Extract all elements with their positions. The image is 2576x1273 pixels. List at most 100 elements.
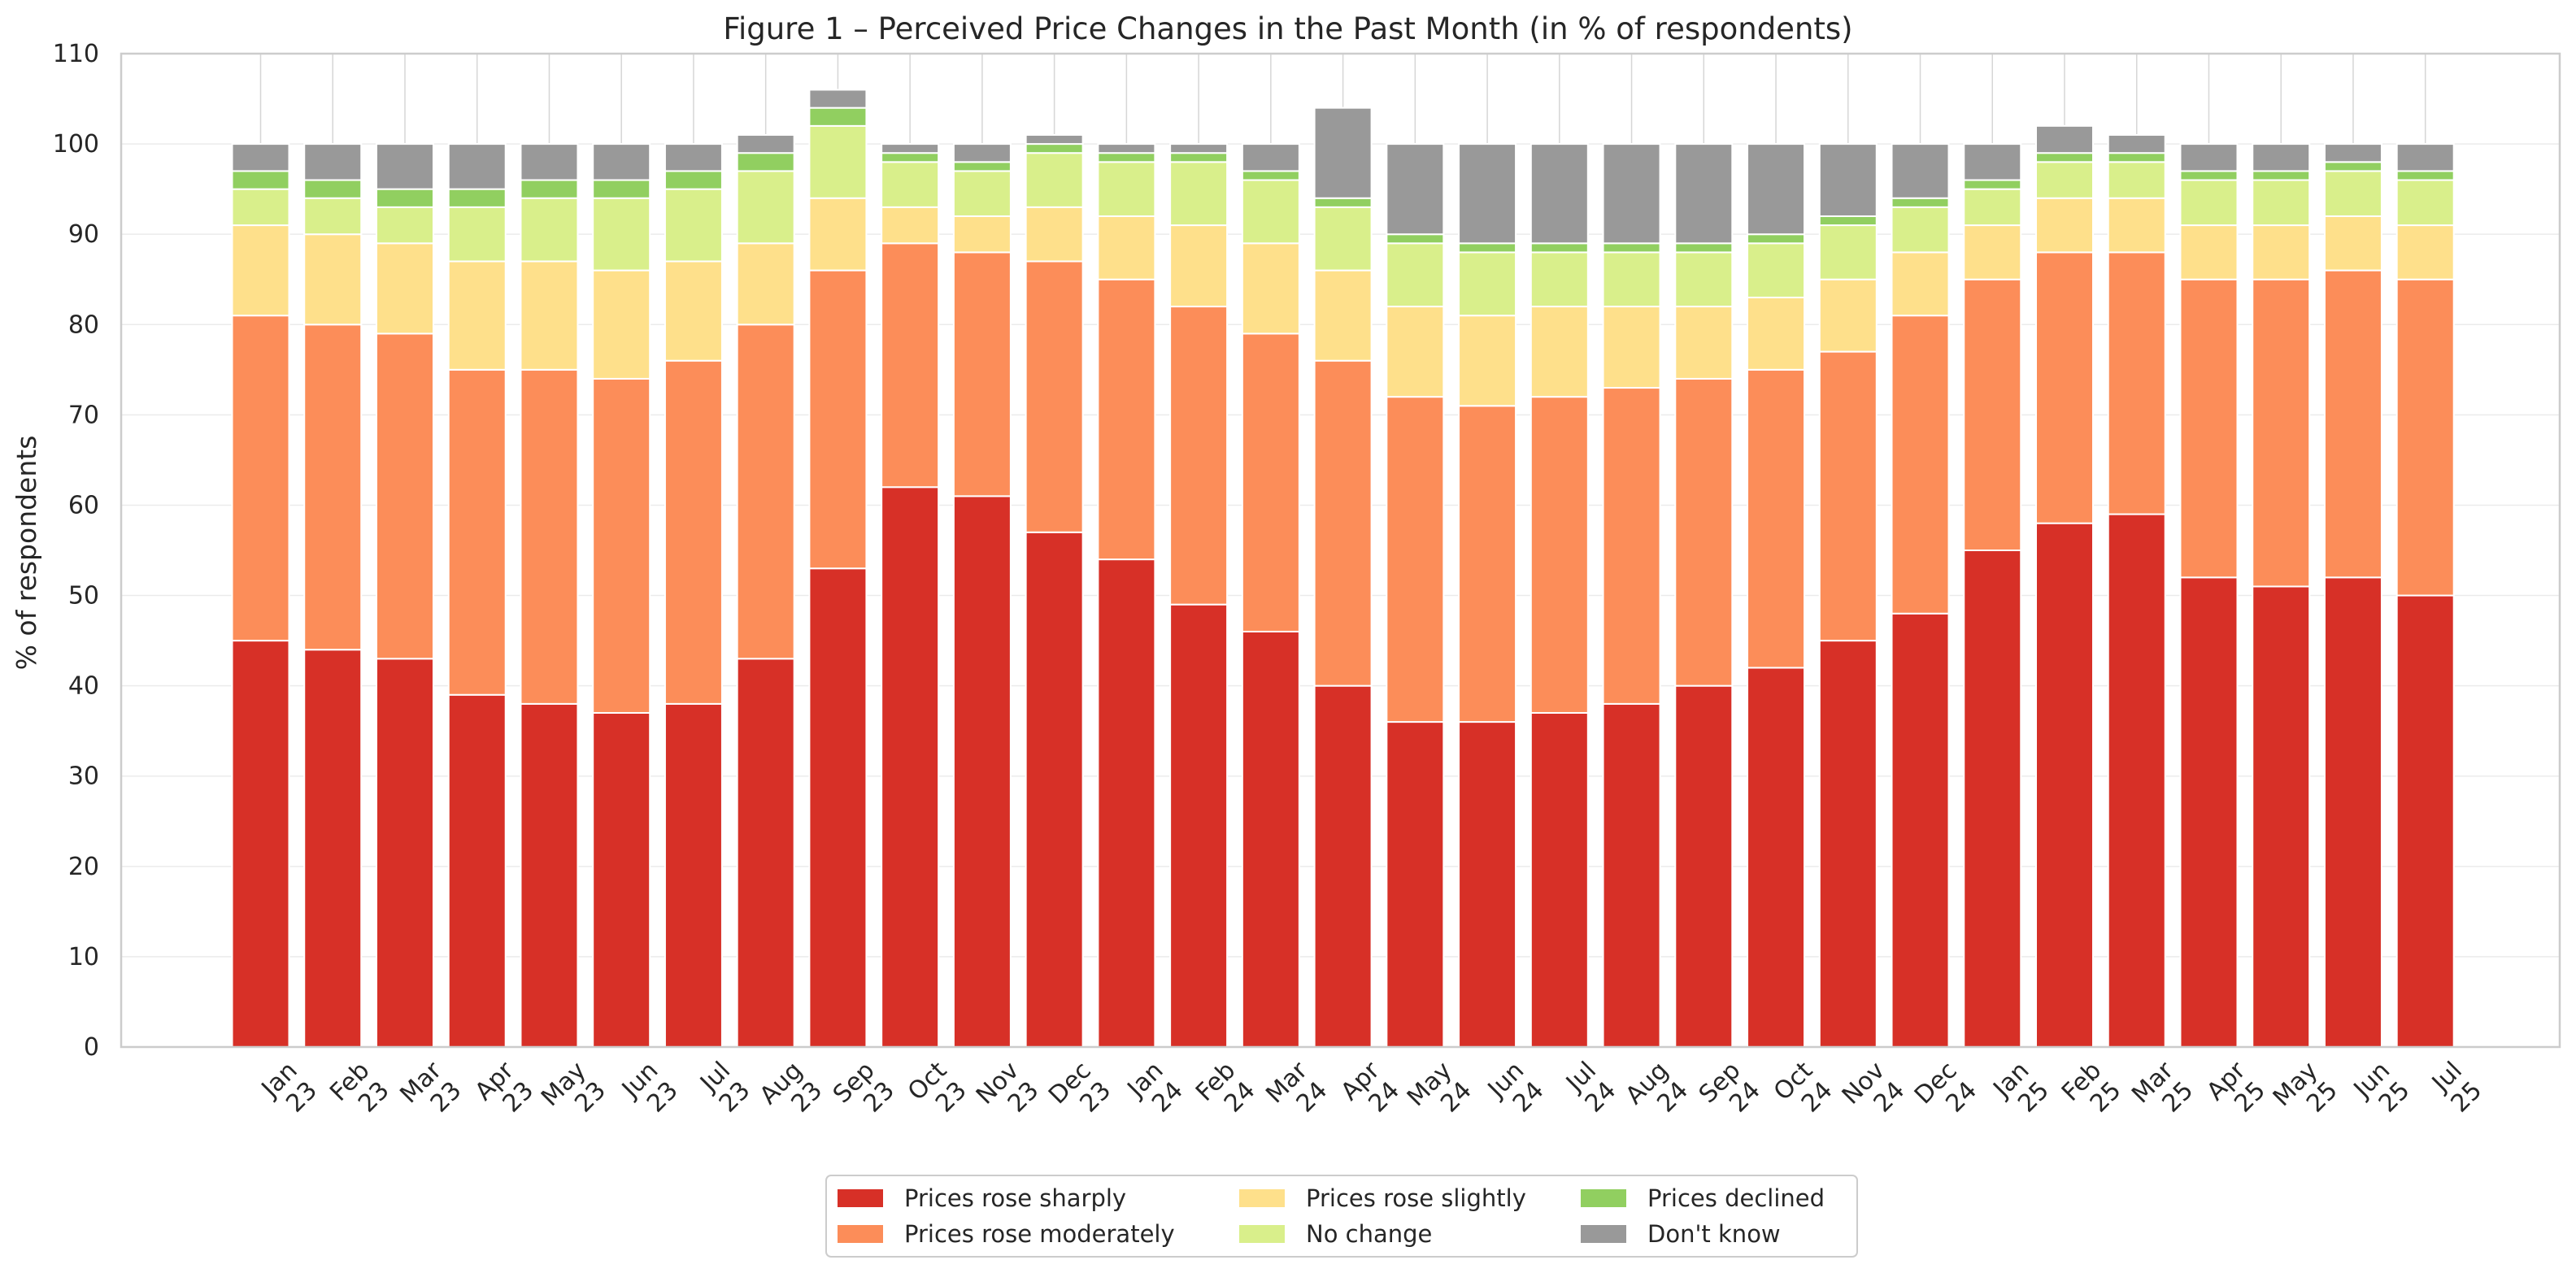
svg-text:Jul24: Jul24 [1560,1056,1621,1118]
x-tick-label: Apr25 [2201,1056,2271,1119]
bar-segment [1891,612,1950,1048]
svg-text:Feb24: Feb24 [1190,1056,1261,1127]
bars [231,89,2455,1049]
bar-segment [2035,251,2094,524]
bar-segment [520,143,579,181]
bar-segment [881,486,940,1048]
svg-text:Mar25: Mar25 [2126,1056,2200,1129]
bar-segment [1963,550,2022,1048]
bar-segment [1025,143,1084,154]
bar-segment [375,188,434,208]
legend-label: Prices rose sharply [904,1184,1126,1212]
bar-segment [1747,242,1806,298]
bar-segment [1747,143,1806,236]
bar-segment [2252,224,2311,280]
x-tick-label: Jul24 [1560,1056,1621,1118]
bar-segment [592,197,651,272]
bar-segment [881,206,940,245]
bar-segment [808,197,868,272]
bar-segment [1602,387,1661,705]
bar-segment [447,260,507,371]
legend-label: No change [1306,1220,1432,1248]
svg-text:May25: May25 [2268,1056,2343,1132]
x-tick-label: Oct24 [1769,1056,1838,1126]
bar-segment [1963,224,2022,280]
legend-swatch [1581,1189,1626,1207]
bar-segment [2179,143,2239,172]
svg-text:Apr23: Apr23 [469,1056,539,1126]
bar-segment [1747,233,1806,245]
bar-segment [1602,251,1661,308]
bar-segment [1169,152,1229,163]
bar-segment [1458,242,1517,254]
bar-segment [1025,531,1084,1048]
bar-segment [520,260,579,371]
bar-segment [1241,332,1300,632]
bar-segment [2395,278,2455,597]
legend-label: Prices rose slightly [1306,1184,1526,1212]
bar-segment [2323,143,2382,163]
bar-segment [2252,170,2311,181]
legend-swatch [1239,1225,1285,1243]
bar-segment [592,377,651,714]
bar-segment [2179,170,2239,181]
svg-text:Nov23: Nov23 [971,1056,1045,1130]
bar-segment [1169,306,1229,606]
bar-segment [1602,306,1661,389]
x-tick-label: Jan24 [1121,1056,1189,1118]
y-tick-label: 100 [53,130,99,159]
bar-segment [1530,251,1589,308]
bar-segment [1386,306,1445,398]
bar-segment [2107,513,2166,1048]
bar-segment [736,242,795,326]
bar-segment [592,143,651,181]
bar-segment [303,324,363,651]
bar-segment [1891,315,1950,615]
bar-segment [1674,242,1734,254]
bar-segment [736,324,795,660]
y-tick-label: 0 [84,1033,99,1062]
bar-segment [592,711,651,1048]
x-tick-label: Mar25 [2126,1056,2200,1129]
bar-segment [303,649,363,1048]
bar-segment [2323,170,2382,217]
bar-segment [447,143,507,190]
bar-segment [808,567,868,1048]
bar-segment [231,640,290,1048]
bar-segment [231,188,290,227]
x-tick-label: Apr23 [469,1056,539,1126]
bar-segment [952,251,1012,497]
y-tick-label: 90 [68,220,99,249]
bar-segment [1674,306,1734,380]
bar-segment [664,170,723,190]
svg-text:Nov24: Nov24 [1837,1056,1911,1130]
svg-text:May24: May24 [1402,1056,1477,1132]
svg-text:Oct24: Oct24 [1769,1056,1838,1126]
bar-segment [2107,251,2166,515]
x-tick-label: May25 [2268,1056,2343,1132]
x-tick-label: Jun23 [616,1056,684,1118]
x-tick-label: Jun25 [2348,1056,2416,1118]
bar-segment [1747,296,1806,371]
bar-segment [1818,143,1878,217]
svg-text:May23: May23 [536,1056,611,1132]
bar-segment [447,188,507,208]
svg-text:Dec23: Dec23 [1043,1056,1116,1129]
bar-segment [736,170,795,245]
y-axis-ticks: 0 10 20 30 40 50 60 70 80 90 100 110 [53,40,99,1062]
bar-segment [1313,684,1373,1048]
bar-segment [592,269,651,380]
legend-label: Prices declined [1647,1184,1825,1212]
bar-segment [231,170,290,190]
bar-segment [881,242,940,489]
bar-segment [1963,278,2022,551]
bar-segment [2395,170,2455,181]
bar-segment [1891,143,1950,199]
x-tick-label: May23 [536,1056,611,1132]
x-tick-label: Jun24 [1482,1056,1550,1118]
bar-segment [664,260,723,362]
bar-segment [2035,197,2094,254]
x-tick-label: Mar24 [1260,1056,1333,1119]
y-tick-label: 40 [68,672,99,701]
x-tick-label: Jan25 [1987,1056,2055,1118]
